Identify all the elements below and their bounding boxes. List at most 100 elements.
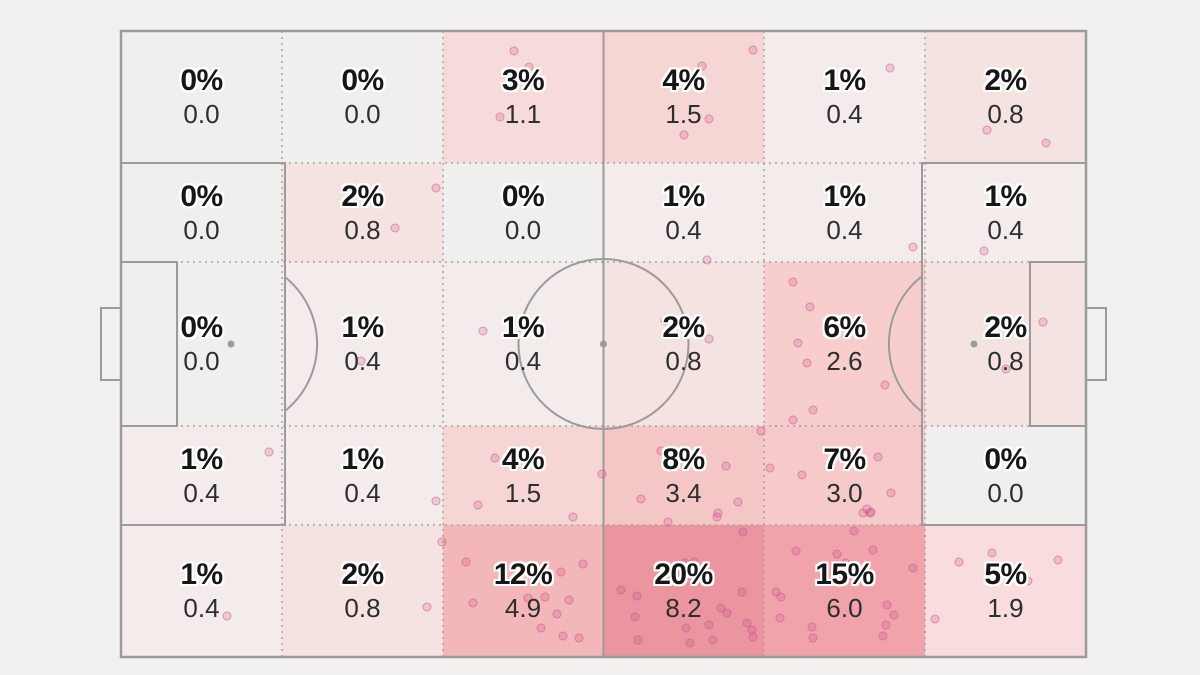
zone-cell bbox=[121, 262, 282, 426]
event-dot bbox=[708, 635, 718, 645]
zone-value: 0.8 bbox=[344, 593, 381, 623]
event-dot bbox=[490, 453, 500, 463]
event-dot bbox=[431, 496, 441, 506]
event-dot bbox=[841, 558, 851, 568]
event-dot bbox=[721, 461, 731, 471]
zone-label: 1% 0.4 bbox=[764, 31, 925, 163]
event-dot bbox=[886, 488, 896, 498]
zone-percentage: 2% bbox=[341, 558, 384, 591]
zone-label: 2% 0.8 bbox=[282, 525, 443, 657]
zone-label: 0% 0.0 bbox=[443, 163, 603, 262]
event-dot bbox=[630, 612, 640, 622]
event-dot bbox=[788, 415, 798, 425]
event-dot bbox=[704, 114, 714, 124]
event-dot bbox=[791, 546, 801, 556]
zone-percentage: 0% bbox=[501, 179, 545, 213]
zone-value: 3.0 bbox=[826, 477, 863, 508]
zone-percentage: 12% bbox=[493, 558, 553, 591]
zone-cell bbox=[121, 426, 282, 525]
zone-label: 2% 0.8 bbox=[925, 262, 1086, 426]
zone-label: 4% 1.5 bbox=[603, 31, 764, 163]
zone-percentage: 0% bbox=[180, 179, 223, 213]
zone-label: 7% 3.0 bbox=[764, 426, 925, 525]
event-dot bbox=[733, 497, 743, 507]
zone-value: 0.8 bbox=[987, 346, 1024, 376]
zone-percentage: 4% bbox=[501, 442, 545, 476]
zone-cell bbox=[282, 262, 443, 426]
event-dot bbox=[873, 452, 883, 462]
goal-right bbox=[1085, 307, 1107, 381]
zone-label: 1% 0.4 bbox=[121, 525, 282, 657]
zone-label: 8% 3.4 bbox=[603, 426, 764, 525]
zone-percentage: 0% bbox=[180, 64, 223, 97]
event-dot bbox=[880, 380, 890, 390]
event-dot bbox=[616, 585, 626, 595]
zone-percentage: 1% bbox=[341, 442, 384, 476]
zone-label: 2% 0.8 bbox=[925, 31, 1086, 163]
event-dot bbox=[523, 593, 533, 603]
zone-label: 1% 0.4 bbox=[282, 426, 443, 525]
event-dot bbox=[802, 358, 812, 368]
event-dot bbox=[679, 130, 689, 140]
event-dot bbox=[574, 633, 584, 643]
event-dot bbox=[849, 526, 859, 536]
zone-cell bbox=[925, 426, 1086, 525]
event-dot bbox=[748, 45, 758, 55]
zone-label: 12% 4.9 bbox=[443, 525, 603, 657]
zone-cell bbox=[121, 163, 282, 262]
zone-label: 0% 0.0 bbox=[121, 31, 282, 163]
zone-percentage: 0% bbox=[984, 442, 1027, 476]
zone-label: 1% 0.4 bbox=[282, 262, 443, 426]
zone-value: 0.4 bbox=[987, 214, 1024, 245]
zone-label: 1% 0.4 bbox=[603, 163, 764, 262]
event-dot bbox=[808, 405, 818, 415]
event-dot bbox=[689, 557, 699, 567]
event-dot bbox=[540, 592, 550, 602]
event-dot bbox=[737, 587, 747, 597]
zone-value: 4.9 bbox=[504, 593, 542, 623]
event-dot bbox=[422, 602, 432, 612]
event-dot bbox=[431, 183, 441, 193]
zone-percentage: 1% bbox=[662, 179, 705, 213]
zone-value: 0.4 bbox=[344, 477, 381, 508]
zone-percentage: 1% bbox=[341, 311, 384, 344]
event-dot bbox=[468, 598, 478, 608]
event-dot bbox=[680, 558, 690, 568]
event-dot bbox=[713, 508, 723, 518]
zone-label: 0% 0.0 bbox=[121, 163, 282, 262]
event-dot bbox=[805, 302, 815, 312]
zone-cell bbox=[925, 31, 1086, 163]
event-dot bbox=[878, 631, 888, 641]
zone-cell bbox=[443, 31, 603, 163]
event-dot bbox=[776, 592, 786, 602]
zone-cell bbox=[282, 163, 443, 262]
event-dot bbox=[437, 537, 447, 547]
zone-value: 0.4 bbox=[665, 214, 702, 245]
zone-label: 1% 0.4 bbox=[764, 163, 925, 262]
penalty-spot-right bbox=[970, 340, 978, 348]
zone-label: 3% 1.1 bbox=[443, 31, 603, 163]
zone-value: 0.4 bbox=[183, 593, 220, 623]
zone-cell bbox=[443, 262, 603, 426]
zone-value: 0.0 bbox=[987, 477, 1024, 508]
event-dot bbox=[868, 545, 878, 555]
zone-cell bbox=[282, 31, 443, 163]
event-dot bbox=[660, 316, 670, 326]
event-dot bbox=[979, 246, 989, 256]
event-dot bbox=[865, 508, 875, 518]
event-dot bbox=[748, 632, 758, 642]
event-dot bbox=[882, 600, 892, 610]
goal-left bbox=[100, 307, 122, 381]
zone-cell bbox=[603, 426, 764, 525]
zone-cell bbox=[764, 525, 925, 657]
event-dot bbox=[807, 622, 817, 632]
event-dot bbox=[982, 125, 992, 135]
zone-value: 0.0 bbox=[183, 99, 220, 129]
event-dot bbox=[716, 603, 726, 613]
zone-cell bbox=[121, 31, 282, 163]
zone-percentage: 4% bbox=[662, 64, 705, 97]
zone-value: 3.4 bbox=[665, 477, 702, 508]
